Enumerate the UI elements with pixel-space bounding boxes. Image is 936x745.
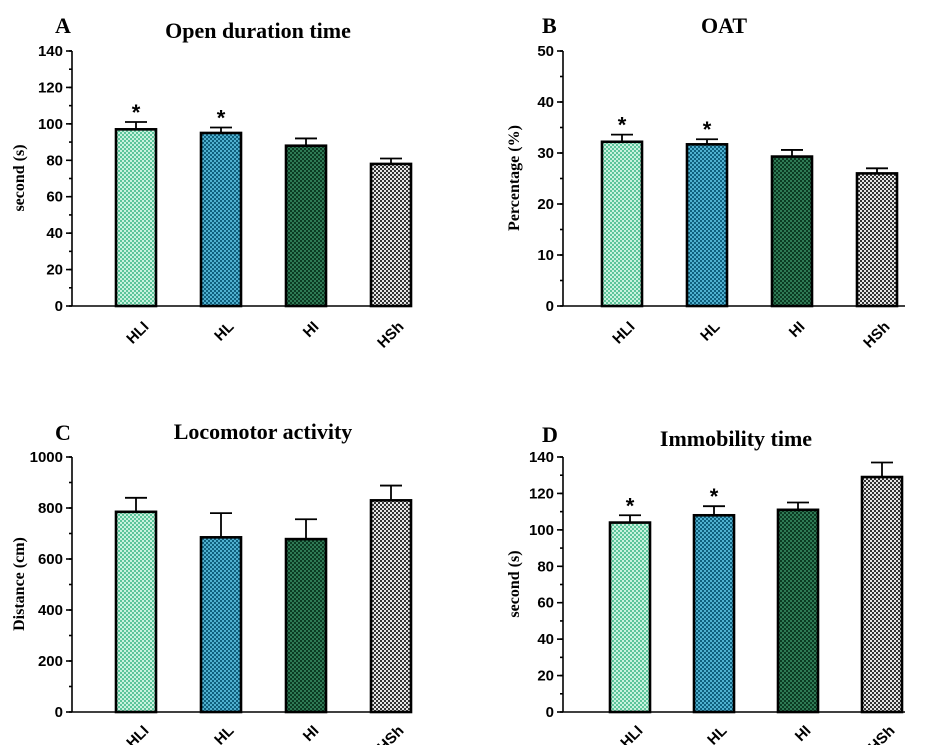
y-tick-label: 30 [537,145,554,162]
y-tick-label: 80 [537,558,554,575]
y-tick-label: 120 [38,79,63,96]
y-tick-label: 400 [38,602,63,619]
y-axis-label: Distance (cm) [11,537,28,631]
y-tick-label: 10 [537,247,554,264]
y-tick-label: 800 [38,500,63,517]
y-axis-label: second (s) [11,144,28,211]
bar-hl [685,143,729,308]
x-tick-label-hi: HI [792,722,815,745]
significance-marker: * [703,117,712,142]
bar-hi [776,508,820,714]
bar-hi [284,144,328,308]
y-tick-label: 20 [537,668,554,685]
panel-letter: A [55,13,71,38]
chart-panel-d: D Immobility time second (s) 0 20 40 60 80 100 12… [506,422,905,745]
significance-marker: * [618,113,627,138]
y-tick-label: 60 [537,595,554,612]
y-tick-label: 140 [38,43,63,60]
x-tick-label-hsh: HSh [860,318,893,351]
significance-marker: * [710,484,719,509]
x-tick-label-hl: HL [704,722,730,745]
y-tick-label: 1000 [30,449,63,466]
x-tick-label-hsh: HSh [865,722,898,745]
bar-hli [608,521,652,714]
x-tick-label-hi: HI [300,318,323,341]
x-tick-label-hsh: HSh [374,318,407,351]
y-tick-label: 40 [537,631,554,648]
significance-marker: * [132,100,141,125]
x-tick-label-hi: HI [786,318,809,341]
chart-title: OAT [701,13,747,38]
chart-panel-b: B OAT Percentage (%) 0 10 20 30 40 50 * HLI * HL HI HS… [506,13,905,352]
y-tick-label: 0 [546,298,554,315]
bar-hl [199,131,243,308]
x-tick-label-hli: HLI [123,318,152,347]
x-tick-label-hsh: HSh [374,722,407,745]
y-tick-label: 20 [537,196,554,213]
y-tick-label: 0 [55,298,63,315]
y-tick-label: 40 [46,225,63,242]
x-tick-label-hl: HL [211,318,237,344]
y-tick-label: 50 [537,43,554,60]
bar-hi [284,537,328,714]
x-tick-label-hi: HI [300,722,323,745]
bar-hsh [860,475,904,714]
y-axis-label: Percentage (%) [506,125,523,231]
bar-hli [114,510,158,714]
chart-title: Open duration time [165,18,351,43]
bar-hsh [855,172,899,308]
y-tick-label: 120 [529,485,554,502]
bar-hsh [369,162,413,308]
x-tick-label-hli: HLI [609,318,638,347]
panel-letter: B [542,13,557,38]
y-tick-label: 200 [38,653,63,670]
y-tick-label: 600 [38,551,63,568]
bar-hi [770,155,814,308]
x-tick-label-hl: HL [211,722,237,745]
chart-title: Locomotor activity [174,419,353,444]
bar-hl [199,536,243,714]
y-tick-label: 80 [46,152,63,169]
x-tick-label-hl: HL [697,318,723,344]
bar-hl [692,513,736,714]
x-tick-label-hli: HLI [617,722,646,745]
y-tick-label: 100 [529,522,554,539]
y-tick-label: 60 [46,189,63,206]
y-tick-label: 20 [46,262,63,279]
y-tick-label: 0 [55,704,63,721]
chart-panel-c: C Locomotor activity Distance (cm) 0 200 400 6… [11,419,413,745]
significance-marker: * [626,493,635,518]
panel-letter: C [55,420,71,445]
y-tick-label: 40 [537,94,554,111]
significance-marker: * [217,106,226,131]
bar-hli [114,128,158,308]
x-tick-label-hli: HLI [123,722,152,745]
bar-hli [600,140,644,308]
y-axis-label: second (s) [506,550,523,617]
chart-title: Immobility time [660,426,812,451]
chart-panel-a: A Open duration time second (s) 0 20 40 60 80 10… [11,13,413,352]
bar-hsh [369,499,413,714]
panel-letter: D [542,422,558,447]
y-tick-label: 140 [529,449,554,466]
y-tick-label: 100 [38,116,63,133]
y-tick-label: 0 [546,704,554,721]
